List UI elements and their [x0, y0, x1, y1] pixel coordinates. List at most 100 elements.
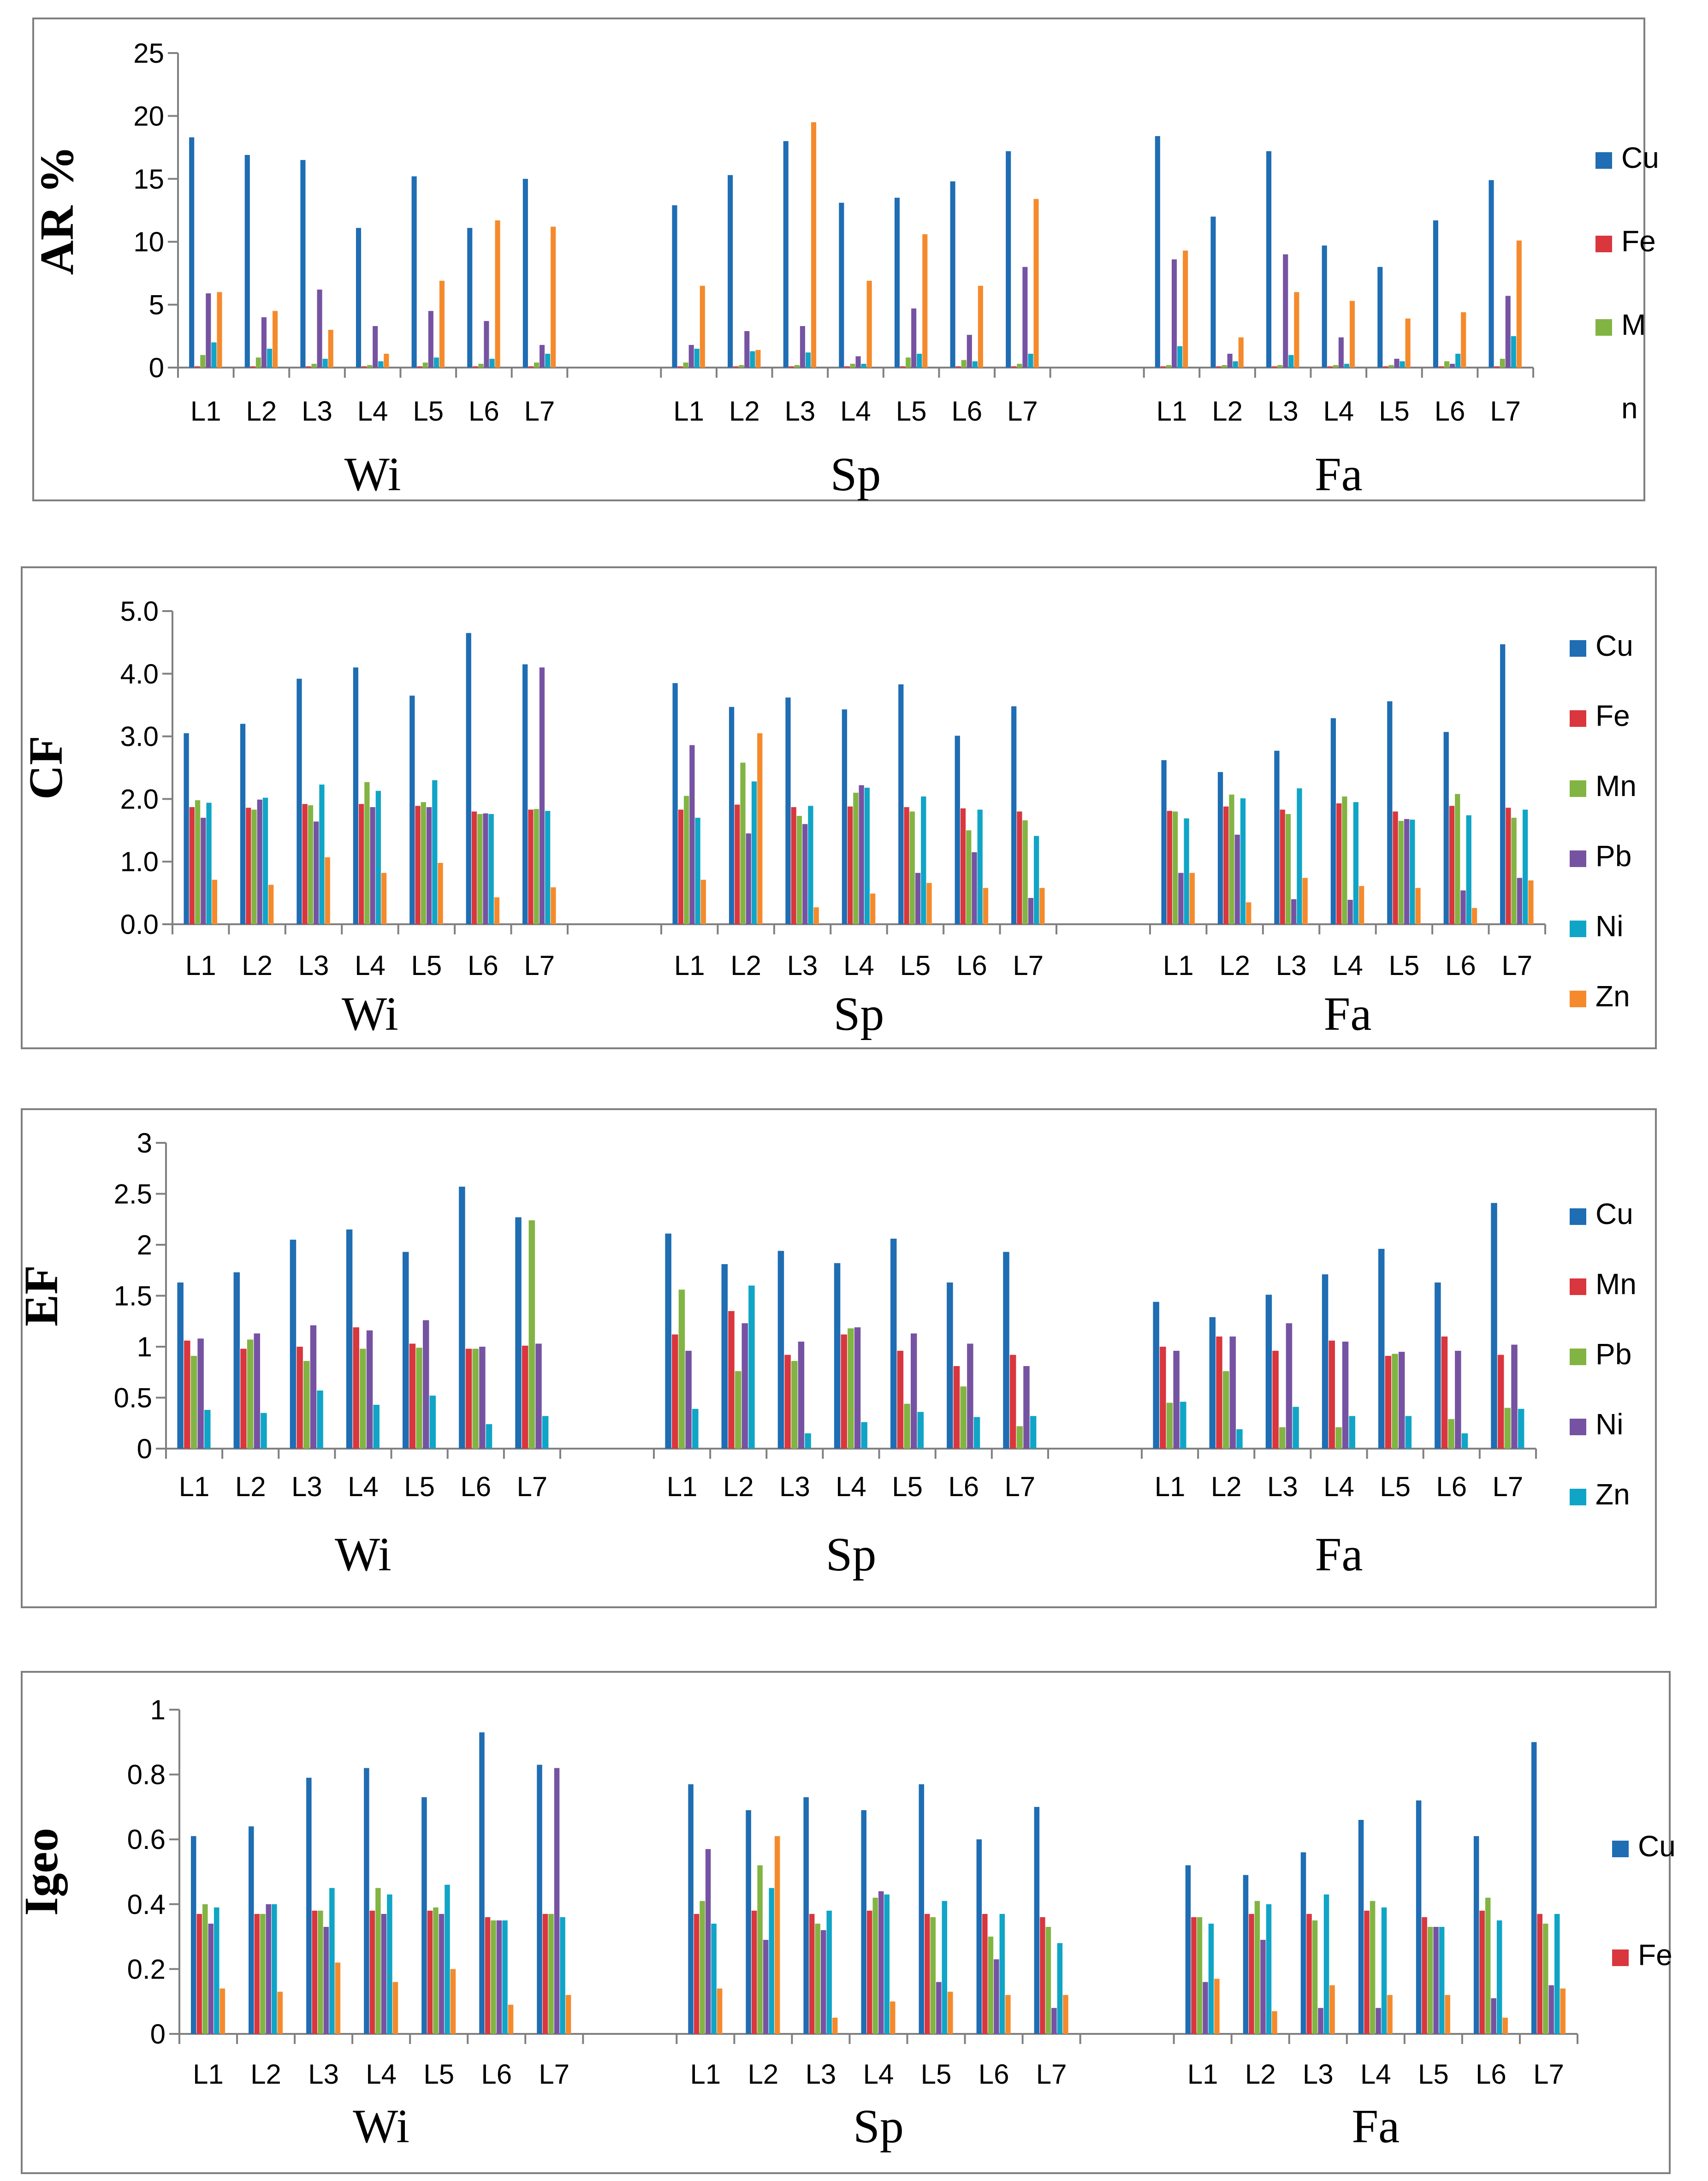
y-tick-label: 20	[133, 101, 164, 131]
bar-series6-Wi-L7	[565, 1995, 571, 2034]
bar-Cu-Fa-L2	[1217, 772, 1223, 924]
bar-Pb-Wi-L6	[472, 1349, 479, 1449]
x-category-label: L6	[1436, 1471, 1467, 1502]
bar-series5-Wi-L7	[560, 1917, 565, 2034]
bar-Cu-Sp-L7	[1003, 1252, 1009, 1449]
x-category-label: L3	[1303, 2059, 1334, 2090]
bar-Pb-Wi-L3	[314, 821, 319, 924]
bar-Ni-Wi-L4	[375, 790, 381, 924]
bar-Ni-Wi-L3	[319, 784, 325, 924]
bar-Ni-Sp-L6	[967, 1343, 973, 1449]
bar-series6-Fa-L1	[1214, 1979, 1220, 2034]
bar-series6-Wi-L1	[219, 1988, 225, 2034]
bar-Cu-Sp-L5	[898, 684, 904, 924]
bar-series5-Fa-L2	[1266, 1904, 1272, 2034]
bar-series1-Fa-L7	[1531, 1742, 1537, 2034]
bar-series2-Fa-L4	[1364, 1910, 1370, 2034]
bar-Fe-Sp-L2	[735, 804, 740, 924]
bar-series3-Sp-L6	[961, 360, 967, 368]
bar-series6-Wi-L2	[273, 311, 278, 368]
bar-Cu-Wi-L6	[466, 633, 471, 924]
bar-Zn-Sp-L1	[692, 1408, 699, 1449]
bar-Ni-Sp-L5	[921, 796, 926, 924]
bar-series2-Wi-L3	[306, 366, 311, 368]
y-tick-label: 2	[137, 1230, 152, 1260]
bar-Pb-Fa-L7	[1504, 1408, 1511, 1449]
bar-Ni-Wi-L1	[206, 802, 212, 924]
bar-Mn-Sp-L1	[672, 1334, 678, 1449]
legend-label: Cu	[1638, 1830, 1676, 1863]
bar-Mn-Sp-L4	[841, 1334, 847, 1449]
bar-series2-Fa-L3	[1272, 366, 1277, 368]
bar-series2-Fa-L6	[1479, 1910, 1485, 2034]
bar-series5-Sp-L4	[884, 1894, 890, 2034]
x-category-label: L5	[413, 396, 444, 427]
bar-series6-Sp-L3	[832, 2017, 838, 2034]
bar-series5-Sp-L5	[942, 1901, 948, 2034]
bar-Fe-Sp-L6	[960, 808, 966, 924]
legend-label: Pb	[1595, 839, 1631, 873]
x-category-label: L1	[674, 950, 705, 981]
bar-series4-Fa-L5	[1433, 1927, 1439, 2034]
bar-Zn-Wi-L2	[268, 885, 274, 924]
bar-Cu-Sp-L3	[785, 697, 791, 924]
bar-Cu-Wi-L3	[290, 1239, 297, 1449]
bar-Mn-Sp-L2	[728, 1311, 735, 1449]
x-category-label: L7	[517, 1471, 548, 1502]
legend-swatch	[1570, 921, 1586, 937]
y-tick-label: 15	[133, 164, 164, 195]
bar-series1-Sp-L3	[783, 141, 789, 368]
bar-series1-Sp-L7	[1034, 1807, 1040, 2034]
bar-series3-Fa-L5	[1427, 1927, 1433, 2034]
bar-Mn-Sp-L3	[796, 816, 802, 924]
bar-series4-Wi-L7	[554, 1768, 560, 2034]
bar-series5-Fa-L6	[1496, 1920, 1502, 2034]
x-category-label: L6	[951, 396, 982, 427]
bar-series3-Fa-L5	[1388, 365, 1394, 368]
bar-series5-Fa-L4	[1344, 363, 1349, 368]
bar-Mn-Wi-L5	[409, 1343, 416, 1449]
bar-series1-Wi-L5	[421, 1797, 427, 2034]
bar-series5-Sp-L1	[694, 349, 700, 368]
x-category-label: L6	[1435, 396, 1465, 427]
bar-series6-Sp-L4	[866, 280, 872, 368]
bar-series3-Fa-L3	[1312, 1920, 1318, 2034]
y-tick-label: 10	[133, 226, 164, 257]
bar-Mn-Fa-L5	[1398, 820, 1404, 924]
bar-series2-Fa-L4	[1327, 366, 1333, 368]
bar-series1-Wi-L1	[191, 1836, 196, 2034]
x-category-label: L7	[1013, 950, 1044, 981]
bar-series2-Fa-L2	[1249, 1914, 1254, 2034]
bar-series4-Fa-L7	[1548, 1985, 1554, 2034]
x-category-label: L5	[896, 396, 927, 427]
bar-series1-Fa-L6	[1473, 1836, 1479, 2034]
bar-series1-Wi-L2	[249, 1826, 254, 2034]
bar-series3-Wi-L4	[375, 1888, 381, 2034]
x-group-label: Fa	[1352, 2100, 1400, 2153]
bar-Ni-Fa-L2	[1240, 798, 1246, 924]
chart-panel-4: 0 0.2 0.4 0.6 0.8 1 Igeo L1 L2 L3 L4 L5 L6 L7 Wi L1 L2 L3…	[15, 1671, 1676, 2174]
bar-Mn-Fa-L6	[1455, 794, 1460, 924]
bar-series1-Fa-L4	[1322, 245, 1327, 368]
bar-Pb-Fa-L5	[1404, 819, 1410, 924]
bar-Ni-Sp-L1	[695, 818, 700, 924]
bar-Ni-Wi-L7	[535, 1343, 542, 1449]
bar-series4-Fa-L1	[1171, 259, 1177, 368]
bar-Cu-Sp-L2	[729, 707, 735, 924]
bar-Zn-Fa-L6	[1461, 1433, 1468, 1449]
bar-Ni-Fa-L7	[1511, 1344, 1518, 1449]
bar-Ni-Wi-L6	[488, 814, 494, 924]
bar-Ni-Sp-L5	[910, 1333, 917, 1449]
x-category-label: L1	[667, 1471, 698, 1502]
bar-Zn-Wi-L3	[325, 857, 330, 924]
bar-Mn-Sp-L7	[1022, 820, 1028, 924]
x-category-label: L6	[481, 2059, 512, 2090]
x-category-label: L3	[1267, 1471, 1298, 1502]
chart-frame	[21, 566, 1657, 1049]
bar-series5-Fa-L3	[1323, 1894, 1329, 2034]
bar-series4-Fa-L3	[1318, 2008, 1323, 2034]
bar-series6-Fa-L7	[1516, 240, 1522, 368]
bar-series3-Sp-L3	[794, 365, 800, 368]
bar-series2-Sp-L6	[955, 366, 961, 368]
bar-series2-Wi-L7	[542, 1914, 548, 2034]
